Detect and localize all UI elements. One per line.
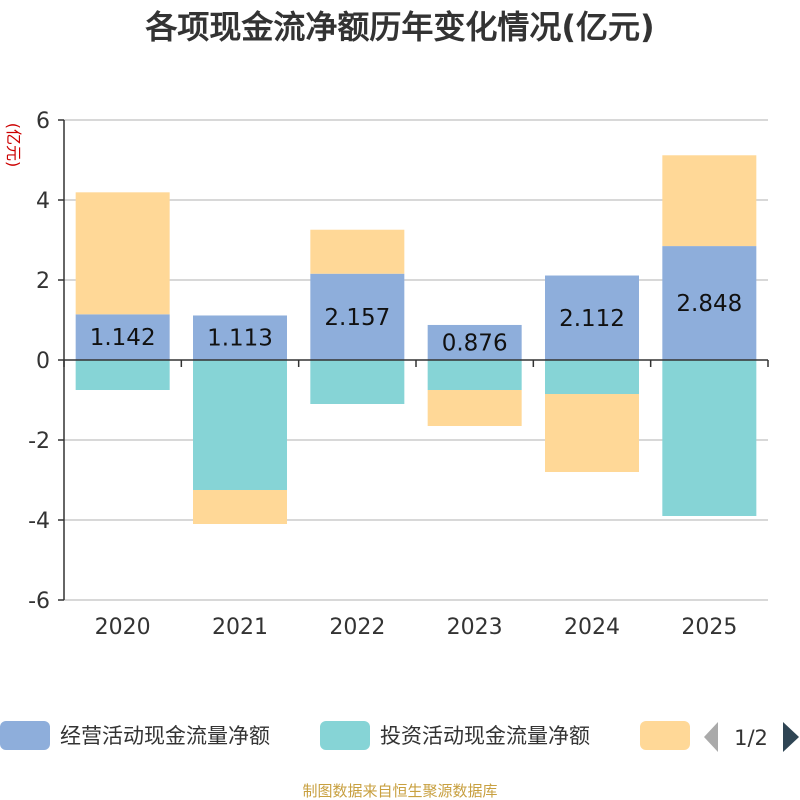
y-tick-label: -6 [28, 589, 50, 614]
bar-series1-2020[interactable] [75, 314, 170, 360]
x-tick-label-2020: 2020 [95, 615, 151, 640]
x-tick-label-2025: 2025 [681, 615, 737, 640]
prev-page-icon[interactable] [704, 722, 718, 752]
data-label-2025: 2.848 [676, 291, 742, 317]
bar-series2-2024[interactable] [545, 360, 639, 394]
bar-series1-2024[interactable] [545, 275, 639, 360]
data-label-2021: 1.113 [207, 326, 273, 352]
legend[interactable]: 经营活动现金流量净额 投资活动现金流量净额 [0, 721, 690, 750]
y-axis-label: (亿元) [4, 123, 23, 168]
y-tick-label: -4 [28, 509, 50, 534]
bar-series2-2025[interactable] [662, 360, 757, 516]
bar-series3-2023[interactable] [427, 390, 522, 426]
bar-series1-2023[interactable] [427, 324, 522, 360]
legend-label-1[interactable]: 经营活动现金流量净额 [60, 724, 270, 748]
x-tick-label-2024: 2024 [564, 615, 620, 640]
y-tick-label: -2 [28, 429, 50, 454]
legend-page-indicator: 1/2 [734, 726, 768, 750]
bar-series2-2023[interactable] [427, 360, 522, 390]
y-tick-label: 2 [36, 269, 50, 294]
data-label-2023: 0.876 [442, 330, 508, 356]
data-label-2022: 2.157 [324, 305, 390, 331]
bar-series3-2020[interactable] [75, 192, 170, 315]
bar-series1-2025[interactable] [662, 246, 757, 360]
data-label-2024: 2.112 [559, 306, 625, 332]
y-tick-label: 4 [36, 189, 50, 214]
legend-swatch-1[interactable] [0, 721, 50, 750]
bar-series3-2022[interactable] [310, 229, 405, 274]
chart-title: 各项现金流净额历年变化情况(亿元) [145, 8, 654, 46]
data-labels-group: 1.142 1.113 2.157 0.876 2.112 2.848 [90, 291, 743, 356]
next-page-icon[interactable] [783, 722, 799, 752]
bar-series1-2021[interactable] [193, 315, 287, 360]
x-tick-label-2022: 2022 [329, 615, 385, 640]
x-tick-label-2021: 2021 [212, 615, 268, 640]
x-tick-label-2023: 2023 [447, 615, 503, 640]
bars-group[interactable] [75, 155, 757, 524]
bar-series3-2021[interactable] [193, 490, 287, 524]
bar-series3-2025[interactable] [662, 155, 757, 247]
legend-swatch-2[interactable] [320, 721, 370, 750]
data-source-note: 制图数据来自恒生聚源数据库 [302, 782, 497, 800]
axes-group: 6 4 2 0 -2 -4 -6 2020 2021 2022 2023 2024 2025 [28, 109, 769, 640]
y-tick-label: 0 [36, 349, 50, 374]
y-tick-label: 6 [36, 109, 50, 134]
bar-series1-2022[interactable] [310, 273, 405, 360]
legend-swatch-3[interactable] [640, 721, 690, 750]
bar-series2-2022[interactable] [310, 360, 405, 404]
bar-series3-2024[interactable] [545, 394, 639, 472]
legend-pager[interactable]: 1/2 [704, 722, 799, 752]
data-label-2020: 1.142 [90, 325, 156, 351]
legend-label-2[interactable]: 投资活动现金流量净额 [380, 724, 590, 748]
bar-series2-2020[interactable] [75, 360, 170, 390]
grid-lines [64, 119, 768, 601]
bar-series2-2021[interactable] [193, 360, 287, 490]
